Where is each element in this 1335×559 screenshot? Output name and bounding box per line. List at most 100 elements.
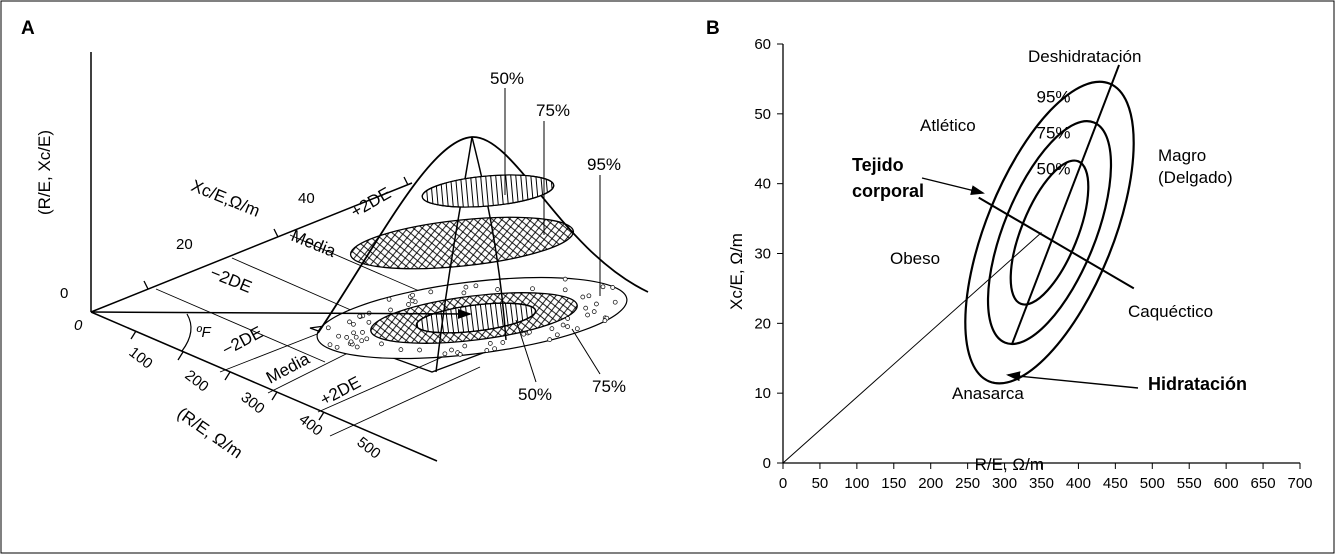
xc-axis-label: Xc/E,Ω/m [189, 176, 263, 221]
scatter-point [591, 309, 597, 314]
floor-line [267, 350, 353, 394]
y-tick-label: 0 [763, 455, 771, 472]
z-axis-label: (R/E, Xc/E) [35, 130, 54, 215]
x-tick-label: 400 [1066, 475, 1091, 492]
re-axis [90, 311, 438, 462]
tejido-arrow [921, 177, 985, 195]
y-tick-label: 50 [754, 106, 771, 123]
x-tick-label: 0 [779, 475, 787, 492]
vector-arrow [90, 308, 472, 319]
floor-band-plus2de: +2DE [317, 373, 364, 410]
angle-arc [181, 313, 192, 352]
upper-ellipse-75 [349, 216, 575, 270]
re-tick-500: 500 [354, 434, 384, 463]
re-axis-tick [177, 351, 184, 361]
x-tick-label: 50 [812, 475, 829, 492]
ellipse-label: 95% [1036, 87, 1070, 106]
x-tick-label: 500 [1140, 475, 1165, 492]
scatter-point [428, 289, 434, 295]
scatter-point [580, 294, 586, 300]
scatter-point [344, 335, 350, 340]
region-magro: Magro (Delgado) [1158, 146, 1233, 187]
panel-b-label: B [706, 18, 720, 39]
tolerance-ellipse [964, 80, 1135, 385]
floor-line [219, 328, 331, 373]
scatter-point [562, 287, 568, 293]
vector-tejido: Tejido corporal [852, 155, 924, 201]
scatter-point [336, 333, 341, 339]
re-axis-tick [130, 330, 137, 340]
re-tick-300: 300 [238, 389, 268, 418]
region-magro-line2: (Delgado) [1158, 168, 1233, 187]
percent-bottom-50: 50% [518, 385, 552, 404]
scatter-point [585, 312, 590, 318]
scatter-point [457, 352, 463, 357]
back-band-media: Media [289, 226, 340, 261]
tolerance-ellipse [986, 120, 1113, 346]
xc-axis [90, 182, 413, 313]
y-tick-label: 40 [754, 176, 771, 193]
percent-top-95: 95% [587, 155, 621, 174]
major-axis [1011, 64, 1120, 345]
scatter-point [612, 299, 618, 305]
scatter-points [325, 276, 618, 357]
scatter-point [583, 305, 589, 311]
scatter-point [574, 326, 580, 332]
scatter-point [461, 290, 467, 296]
scatter-point [406, 302, 411, 307]
region-magro-line1: Magro [1158, 146, 1206, 165]
scatter-point [347, 319, 352, 325]
scatter-point [386, 296, 392, 302]
scatter-point [334, 344, 340, 350]
re-axis-tick [271, 391, 278, 401]
re-tick-100: 100 [126, 344, 156, 373]
panel-b-axes: 0 50 100 150 200 250 300 350 400 450 500 550 600 650 7… [754, 36, 1312, 492]
floor-band-minus2de: −2DE [219, 323, 266, 360]
x-tick-label: 700 [1287, 475, 1312, 492]
tolerance-ellipse [1009, 159, 1090, 306]
scatter-point [359, 338, 365, 344]
vector-hidratacion: Hidratación [1148, 374, 1247, 394]
scatter-point [354, 344, 360, 350]
y-axis-label: Xc/E, Ω/m [727, 233, 746, 310]
hidratacion-arrow [1006, 371, 1139, 389]
leader-50-bottom [515, 319, 537, 383]
floor-line [289, 234, 441, 301]
scatter-point [351, 321, 356, 327]
scatter-point [562, 276, 568, 282]
x-tick-label: 650 [1251, 475, 1276, 492]
percent-top-75: 75% [536, 101, 570, 120]
scatter-point [417, 347, 422, 353]
scatter-point [366, 319, 372, 325]
xc-tick-20: 20 [176, 236, 193, 253]
x-tick-label: 300 [992, 475, 1017, 492]
scatter-point [353, 334, 359, 340]
floor-band-media: Media [263, 349, 313, 388]
scatter-point [492, 346, 497, 352]
z-tick: 0 [60, 285, 68, 302]
scatter-point [549, 326, 555, 331]
x-tick-label: 150 [881, 475, 906, 492]
region-atletico: Atlético [920, 116, 976, 135]
region-deshidratacion: Deshidratación [1028, 47, 1141, 66]
scatter-point [388, 307, 393, 313]
x-tick-label: 100 [844, 475, 869, 492]
region-anasarca: Anasarca [952, 384, 1024, 403]
scatter-point [610, 285, 616, 290]
scatter-point [495, 287, 500, 292]
angle-label: ºF [196, 324, 211, 341]
x-tick-label: 600 [1214, 475, 1239, 492]
scatter-point [379, 341, 384, 347]
scatter-point [463, 284, 469, 290]
scatter-point [410, 292, 415, 298]
re-axis-label: (R/E, Ω/m [174, 404, 246, 463]
x-tick-label: 250 [955, 475, 980, 492]
scatter-point [364, 336, 370, 342]
y-tick-label: 60 [754, 36, 771, 53]
floor-line [155, 288, 326, 363]
scatter-point [325, 325, 331, 331]
scatter-point [586, 293, 592, 299]
scatter-point [527, 329, 532, 335]
